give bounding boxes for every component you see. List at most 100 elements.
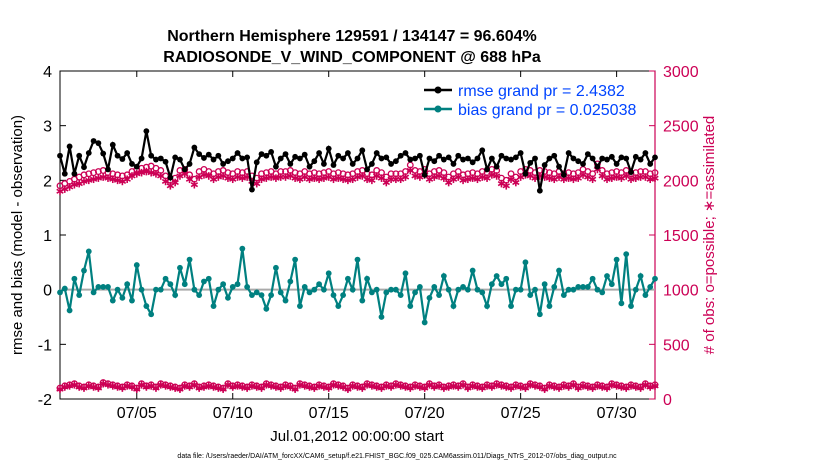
rmse-point	[580, 161, 586, 167]
bias-point	[455, 286, 462, 293]
legend: rmse grand pr = 2.4382 bias grand pr = 0…	[424, 83, 636, 119]
rmse-point	[469, 159, 476, 166]
rmse-point	[623, 155, 630, 162]
x-tick-label: 07/05	[117, 405, 157, 422]
rmse-point	[162, 158, 169, 165]
rmse-point	[527, 159, 534, 166]
obs-assimilated-marker	[377, 174, 386, 182]
obs-assimilated-marker	[588, 175, 597, 184]
bias-point	[508, 303, 514, 309]
y-tick-label-left: 0	[43, 283, 52, 300]
rmse-point	[306, 163, 313, 170]
bias-point	[292, 256, 299, 263]
bias-point	[225, 294, 231, 301]
rmse-point	[215, 152, 222, 159]
bias-point	[556, 267, 562, 274]
bias-point	[273, 264, 279, 271]
bias-point	[484, 303, 490, 309]
bias-point	[268, 292, 275, 299]
obs-assimilated-marker	[492, 172, 501, 180]
bias-point	[407, 303, 414, 309]
rmse-point	[618, 154, 625, 161]
rmse-point	[378, 155, 385, 162]
bias-point	[330, 292, 337, 299]
bias-point	[263, 305, 270, 312]
rmse-point	[196, 151, 203, 157]
rmse-point	[186, 161, 193, 167]
obs-assimilated-marker	[512, 178, 520, 187]
rmse-point	[138, 155, 145, 162]
bias-point	[541, 281, 548, 288]
bias-point	[412, 289, 418, 296]
rmse-point	[95, 140, 102, 147]
rmse-point	[392, 158, 399, 165]
rmse-point	[503, 155, 510, 162]
obs-low-assimilated-marker	[651, 382, 659, 390]
bias-point	[340, 292, 347, 299]
bias-point	[205, 275, 212, 282]
bias-point	[186, 256, 193, 263]
bias-point	[445, 286, 452, 293]
bias-point	[599, 289, 606, 296]
bias-point	[90, 289, 97, 296]
rmse-point	[613, 161, 620, 167]
rmse-point	[349, 161, 356, 167]
bias-point	[239, 245, 246, 252]
bias-point	[652, 275, 658, 282]
bias-point	[546, 303, 553, 309]
rmse-point	[546, 155, 553, 162]
rmse-point	[436, 152, 442, 159]
rmse-point	[508, 156, 514, 163]
bias-point	[345, 275, 351, 282]
rmse-point	[321, 161, 327, 167]
bias-point	[431, 284, 438, 290]
bias-point	[517, 286, 524, 293]
rmse-point	[114, 152, 121, 159]
bias-series	[57, 245, 658, 326]
obs-assimilated-marker	[406, 166, 414, 175]
bias-point	[608, 281, 615, 288]
rmse-point	[402, 150, 409, 156]
footnote: data file: /Users/raeder/DAI/ATM_forcXX/…	[177, 453, 617, 460]
rmse-point	[57, 152, 63, 159]
rmse-point	[570, 155, 577, 162]
rmse-point	[181, 166, 188, 173]
legend-rmse-label: rmse grand pr = 2.4382	[458, 83, 625, 100]
rmse-point	[594, 163, 601, 170]
x-tick-label: 07/20	[405, 405, 445, 422]
legend-bias-marker	[434, 105, 442, 113]
y-axis-left: -2 -1 0 1 2 3 4	[38, 64, 66, 409]
rmse-point	[460, 156, 466, 163]
rmse-point	[479, 147, 486, 154]
rmse-point	[316, 150, 323, 156]
rmse-point	[450, 161, 457, 167]
y-tick-label-left: -2	[38, 392, 52, 409]
rmse-point	[249, 186, 255, 193]
bias-point	[469, 267, 476, 274]
bias-point	[464, 286, 471, 293]
rmse-point	[556, 163, 562, 170]
obs-assimilated-marker	[401, 173, 410, 181]
obs-assimilated-marker	[392, 175, 400, 184]
bias-point	[129, 297, 135, 304]
rmse-point	[225, 158, 231, 165]
rmse-point	[637, 156, 644, 163]
rmse-point	[85, 150, 92, 156]
rmse-point	[66, 143, 73, 150]
bias-point	[153, 286, 159, 293]
rmse-point	[373, 150, 380, 156]
bias-point	[100, 284, 107, 290]
rmse-point	[455, 152, 462, 159]
bias-point	[201, 278, 207, 285]
rmse-point	[148, 152, 155, 159]
rmse-point	[100, 150, 107, 157]
bias-point	[618, 300, 625, 307]
obs-assimilated-marker	[190, 180, 199, 189]
bias-point	[565, 286, 572, 293]
bias-point	[105, 284, 111, 290]
x-axis-title: Jul.01,2012 00:00:00 start	[270, 428, 444, 445]
y-axis-right-title: # of obs: o=possible; ∗=assimilated	[701, 116, 718, 355]
bias-point	[522, 259, 529, 266]
bias-point	[109, 297, 116, 304]
